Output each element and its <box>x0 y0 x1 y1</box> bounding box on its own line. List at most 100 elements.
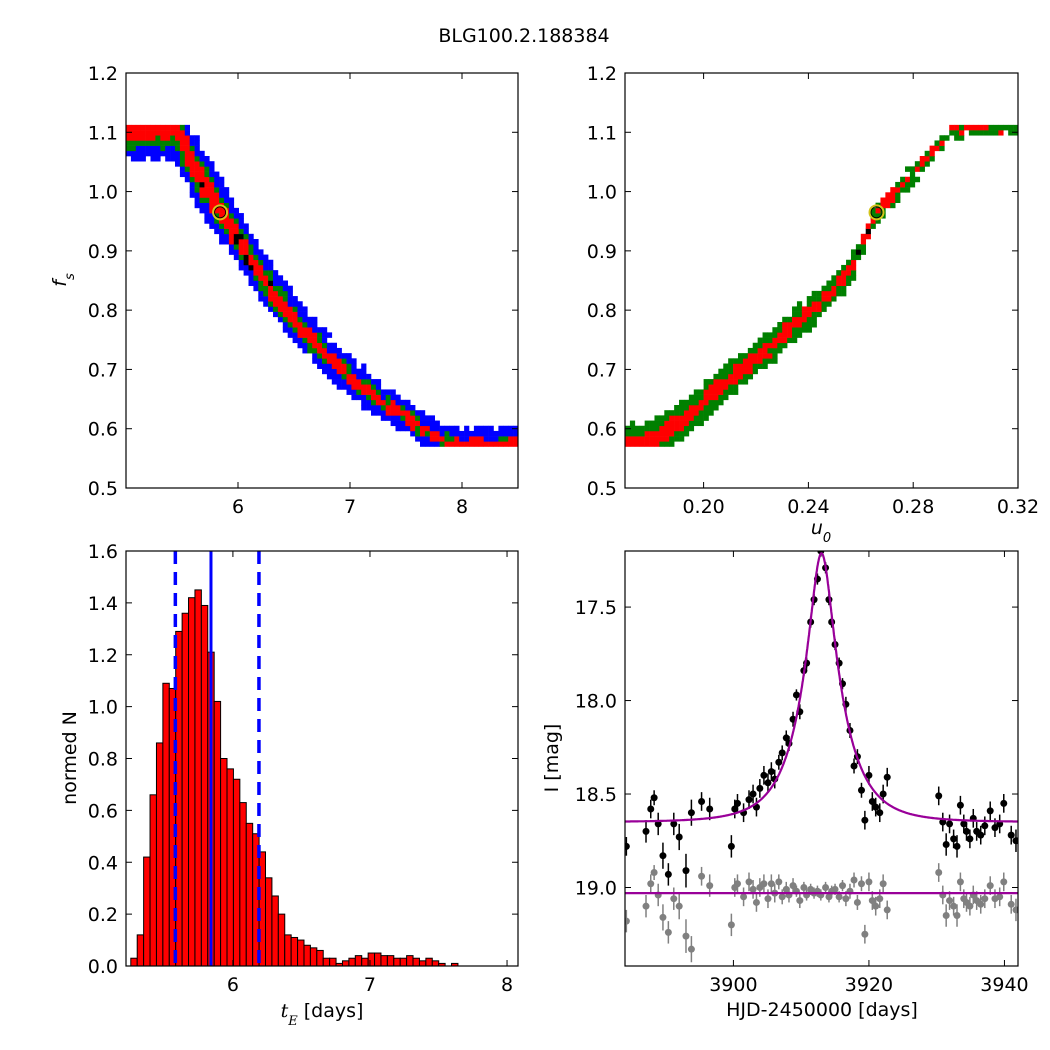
heatmap-cell <box>728 363 734 369</box>
data-point <box>960 820 968 828</box>
heatmap-cell <box>233 218 239 224</box>
data-point <box>1007 831 1015 839</box>
histogram-bar <box>386 955 395 967</box>
heatmap-cell <box>292 332 298 338</box>
heatmap-cell <box>214 171 220 178</box>
heatmap-cell <box>199 207 205 214</box>
heatmap-cell <box>238 259 244 266</box>
heatmap-cell <box>238 244 244 250</box>
data-point <box>825 893 833 901</box>
heatmap-cell <box>214 213 220 219</box>
heatmap-cell <box>263 290 269 297</box>
heatmap-cell <box>688 415 695 421</box>
data-point <box>687 809 695 817</box>
heatmap-cell <box>728 379 734 385</box>
heatmap-cell <box>336 384 342 390</box>
heatmap-cell <box>679 410 685 416</box>
heatmap-cell <box>826 285 832 292</box>
heatmap-cell <box>634 430 641 437</box>
heatmap-cell <box>130 150 137 157</box>
heatmap-cell <box>263 275 269 281</box>
heatmap-cell <box>737 363 744 369</box>
heatmap-cell <box>503 425 509 432</box>
heatmap-cell <box>683 405 690 411</box>
heatmap-cell <box>170 140 176 146</box>
heatmap-cell <box>821 285 827 292</box>
heatmap-cell <box>806 322 812 328</box>
heatmap-cell <box>420 410 426 416</box>
heatmap-cell <box>664 441 670 447</box>
heatmap-cell <box>693 410 699 416</box>
data-point <box>650 869 658 877</box>
heatmap-cell <box>993 130 999 136</box>
heatmap-cell <box>243 254 249 261</box>
heatmap-cell <box>659 415 665 421</box>
y-tick-label: 1.2 <box>88 63 118 85</box>
heatmap-cell <box>698 410 704 416</box>
heatmap-cell <box>787 322 793 328</box>
heatmap-cell <box>287 301 293 307</box>
heatmap-cell <box>287 306 293 312</box>
heatmap-cell <box>160 130 166 136</box>
heatmap-cell <box>821 290 827 297</box>
heatmap-cell <box>184 150 190 157</box>
heatmap-cell <box>356 389 362 395</box>
heatmap-cell <box>204 218 210 224</box>
heatmap-cell <box>209 213 215 219</box>
heatmap-cell <box>424 430 431 437</box>
heatmap-cell <box>649 436 655 442</box>
heatmap-cell <box>361 399 367 406</box>
heatmap-cell <box>194 197 200 203</box>
data-point <box>876 809 884 817</box>
data-point <box>792 691 800 699</box>
heatmap-cell <box>219 213 225 219</box>
heatmap-cell <box>287 290 293 297</box>
heatmap-cell <box>767 332 773 338</box>
heatmap-cell <box>836 290 842 297</box>
heatmap-cell <box>718 399 724 406</box>
heatmap-cell <box>341 353 347 359</box>
heatmap-cell <box>199 171 205 178</box>
heatmap-cell <box>155 145 161 152</box>
heatmap-cell <box>297 322 303 328</box>
heatmap-cell <box>165 150 171 157</box>
heatmap-cell <box>459 430 465 437</box>
y-tick-label: 0.6 <box>587 419 617 441</box>
heatmap-cell <box>253 259 259 266</box>
heatmap-cell <box>228 213 235 219</box>
heatmap-cell <box>836 270 842 276</box>
heatmap-cell <box>184 176 190 183</box>
heatmap-cell <box>811 306 817 312</box>
y-tick-label: 0.6 <box>88 419 118 441</box>
heatmap-cell <box>130 124 137 131</box>
heatmap-cell <box>464 425 470 432</box>
heatmap-cell <box>993 124 999 131</box>
histogram-bar <box>297 939 305 967</box>
heatmap-cell <box>375 410 382 416</box>
heatmap-cell <box>287 296 293 302</box>
heatmap-cell <box>723 394 729 401</box>
heatmap-cell <box>875 207 881 214</box>
heatmap-cell <box>841 285 847 292</box>
heatmap-cell <box>674 405 680 411</box>
heatmap-cell <box>228 207 235 214</box>
heatmap-cell <box>326 353 333 359</box>
heatmap-cell <box>273 311 279 318</box>
heatmap-cell <box>742 373 749 380</box>
heatmap-cell <box>189 187 195 193</box>
heatmap-cell <box>757 363 763 369</box>
heatmap-cell <box>248 275 254 281</box>
data-point <box>749 885 757 893</box>
heatmap-cell <box>170 135 176 141</box>
heatmap-cell <box>772 358 778 364</box>
heatmap-cell <box>199 181 205 188</box>
heatmap-cell <box>258 296 264 302</box>
heatmap-cell <box>483 425 489 432</box>
heatmap-cell <box>718 389 724 395</box>
heatmap-cell <box>341 373 347 380</box>
data-point <box>764 779 772 787</box>
heatmap-cell <box>733 368 739 375</box>
heatmap-cell <box>248 233 254 240</box>
heatmap-cell <box>698 394 704 401</box>
heatmap-cell <box>179 166 186 172</box>
